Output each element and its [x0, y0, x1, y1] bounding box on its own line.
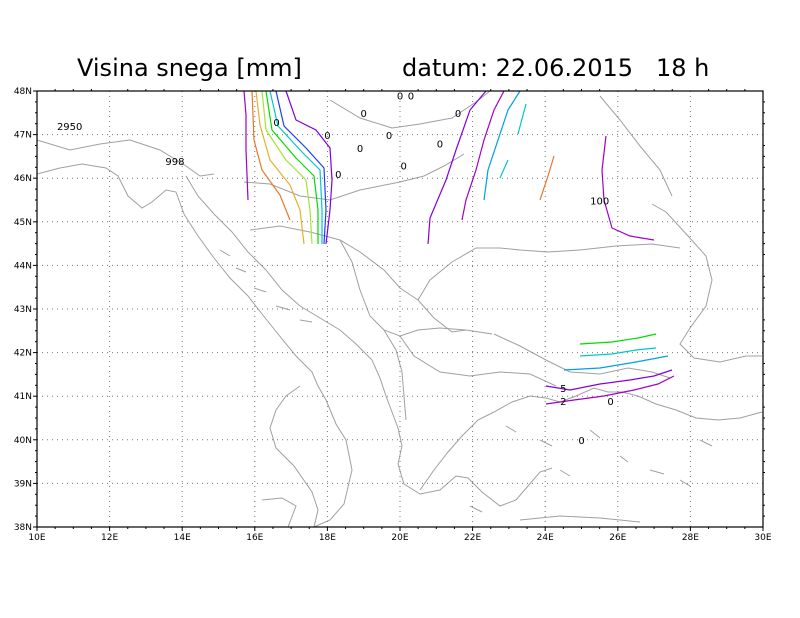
y-tick-label: 48N — [14, 87, 32, 97]
contour-label: 0 — [273, 118, 279, 129]
contour-label: 0 — [400, 161, 406, 172]
y-tick-label: 46N — [14, 174, 32, 184]
map-axes: 10E 12E 14E 16E 18E 20E 22E 24E 26E 28E 30E 38N 39N 4… — [14, 87, 772, 543]
x-tick-label: 24E — [537, 533, 554, 543]
map-title: Visina snega [mm] — [77, 54, 302, 82]
contour-label: 2 — [560, 397, 566, 408]
contour-label: 0 — [386, 131, 392, 142]
contour-line — [499, 159, 509, 179]
border-balkan-1 — [249, 225, 419, 301]
contour-line — [269, 90, 323, 244]
contour-line — [601, 135, 655, 241]
contour-line — [563, 355, 669, 371]
contour-line — [285, 90, 333, 245]
x-tick-label: 28E — [682, 533, 699, 543]
dalmatian-coast — [185, 175, 553, 507]
contour-label: 0 — [408, 92, 414, 103]
border-serbia-bg — [417, 243, 681, 301]
contour-label: 0 — [607, 397, 613, 408]
y-tick-label: 42N — [14, 349, 32, 359]
x-tick-label: 18E — [319, 533, 336, 543]
y-tick-label: 45N — [14, 218, 32, 228]
contour-line — [579, 347, 657, 357]
contour-line — [517, 103, 527, 135]
snow-contours — [243, 90, 675, 405]
y-tick-label: 38N — [14, 523, 32, 533]
italy-adriatic-coast — [36, 163, 353, 528]
italy-heel — [269, 385, 319, 528]
contour-label: 0 — [397, 92, 403, 103]
contour-line — [545, 369, 673, 391]
contour-line — [261, 90, 313, 245]
map-date: datum: 22.06.2015 18 h — [402, 54, 710, 82]
border-greece-north — [399, 335, 557, 387]
contour-line — [427, 90, 487, 245]
border-bg-south — [493, 333, 671, 379]
y-tick-label: 40N — [14, 436, 32, 446]
x-tick-label: 14E — [174, 533, 191, 543]
border-pannonian — [243, 153, 465, 201]
contour-line — [255, 90, 305, 245]
black-sea-coast — [651, 203, 762, 363]
x-tick-label: 10E — [28, 533, 45, 543]
contour-label: 0 — [335, 170, 341, 181]
contour-label: 2950 — [57, 122, 82, 133]
border-macedonia — [417, 299, 467, 333]
x-tick-label: 20E — [391, 533, 408, 543]
adriatic-islands — [219, 249, 313, 323]
contour-label: 0 — [437, 140, 443, 151]
x-tick-label: 12E — [101, 533, 118, 543]
contour-label: 5 — [560, 384, 566, 395]
crete-outline — [519, 515, 641, 523]
italy-north — [36, 139, 215, 177]
y-tick-label: 41N — [14, 392, 32, 402]
contour-label: 0 — [361, 109, 367, 120]
x-tick-label: 30E — [754, 533, 771, 543]
y-tick-label: 39N — [14, 479, 32, 489]
lat-lon-grid — [37, 91, 763, 527]
contour-label: 0 — [455, 109, 461, 120]
contour-label: 0 — [324, 131, 330, 142]
aegean-islands — [469, 425, 713, 513]
contour-line — [539, 155, 555, 201]
y-tick-label: 44N — [14, 261, 32, 271]
x-tick-label: 22E — [464, 533, 481, 543]
contour-label: 0 — [357, 144, 363, 155]
x-tick-label: 26E — [609, 533, 626, 543]
contour-line — [545, 375, 675, 405]
border-balkan-2 — [339, 239, 493, 337]
border-romania-east — [599, 95, 673, 197]
contour-label: 998 — [165, 157, 184, 168]
border-albania — [383, 329, 407, 421]
contour-line — [483, 90, 521, 201]
contour-line — [243, 90, 249, 201]
greece-aegean — [419, 387, 763, 491]
contour-line — [275, 90, 327, 245]
contour-label: 0 — [578, 436, 584, 447]
x-tick-label: 16E — [246, 533, 263, 543]
contour-line — [251, 90, 291, 221]
contour-label: 100 — [590, 196, 609, 207]
y-tick-label: 43N — [14, 305, 32, 315]
contour-line — [579, 333, 657, 345]
contour-line — [461, 90, 505, 221]
geography-outlines — [36, 90, 763, 528]
sicily — [261, 497, 297, 528]
y-tick-label: 47N — [14, 131, 32, 141]
contour-line — [265, 90, 319, 244]
